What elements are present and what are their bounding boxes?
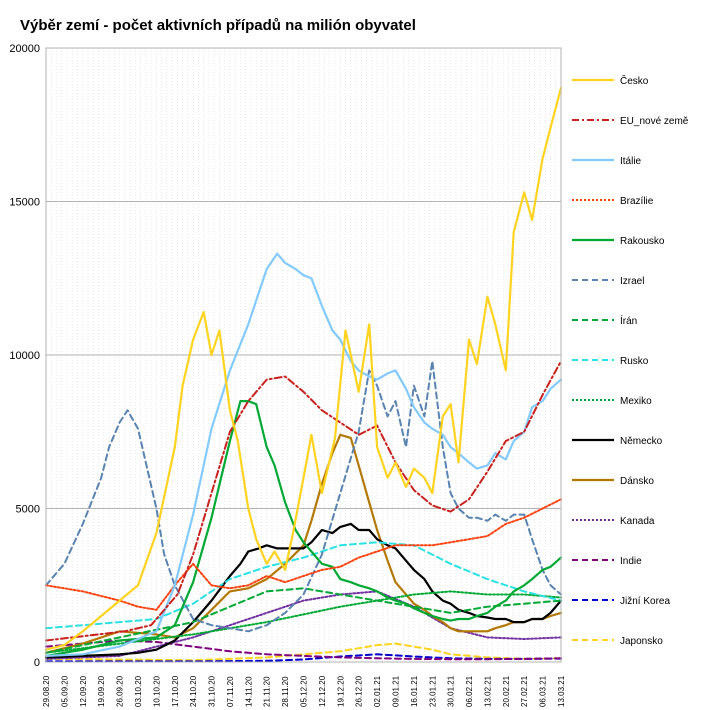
series-line-ji-n-korea xyxy=(45,653,562,663)
x-axis: 29.08.20 05.09.20 12.09.20 19.09.20 26.09.20… xyxy=(42,675,566,707)
y-tick-label: 10000 xyxy=(9,350,40,362)
legend-label: Česko xyxy=(620,74,649,87)
x-tick-label: 16.01.21 xyxy=(410,675,419,707)
y-tick-label: 5000 xyxy=(16,504,40,516)
x-tick-label: 21.11.20 xyxy=(263,676,272,707)
x-tick-label: 30.01.21 xyxy=(447,675,456,707)
x-tick-label: 07.11.20 xyxy=(226,676,235,707)
y-tick-label: 15000 xyxy=(9,197,40,209)
x-tick-label: 29.08.20 xyxy=(42,675,51,707)
series-line-eu-nov-zem- xyxy=(45,360,562,642)
series-line-braz-lie xyxy=(45,498,562,611)
x-tick-label: 10.10.20 xyxy=(152,675,161,707)
series-line--esko xyxy=(44,86,563,651)
y-axis: 0 5000 10000 15000 20000 xyxy=(9,43,40,669)
x-tick-label: 13.03.21 xyxy=(557,675,566,707)
x-tick-label: 06.02.21 xyxy=(465,675,474,707)
series-line-izrael xyxy=(45,360,562,633)
legend-label: Mexiko xyxy=(620,396,652,407)
x-tick-label: 05.09.20 xyxy=(60,675,69,707)
series-line-n-mecko xyxy=(44,522,563,659)
legend: Česko EU_nové země Itálie Brazílie Rakousko I… xyxy=(572,74,689,647)
legend-label: Japonsko xyxy=(620,636,663,647)
x-tick-label: 13.02.21 xyxy=(483,675,492,707)
series-line-rakousko xyxy=(44,400,563,658)
legend-label: Rusko xyxy=(620,356,649,367)
x-tick-label: 26.12.20 xyxy=(355,675,364,707)
x-tick-label: 03.10.20 xyxy=(134,675,143,707)
x-tick-label: 31.10.20 xyxy=(208,675,217,707)
x-tick-label: 23.01.21 xyxy=(428,675,437,707)
series-lines xyxy=(44,86,563,663)
x-tick-label: 14.11.20 xyxy=(244,676,253,707)
x-tick-label: 27.02.21 xyxy=(520,675,529,707)
x-tick-label: 06.03.21 xyxy=(539,675,548,707)
legend-label: Brazílie xyxy=(620,196,654,207)
legend-label: Kanada xyxy=(620,516,655,527)
x-tick-label: 20.02.21 xyxy=(502,675,511,707)
legend-label: Itálie xyxy=(620,156,642,167)
series-line--r-n xyxy=(45,587,562,654)
x-tick-label: 12.12.20 xyxy=(318,675,327,707)
x-tick-label: 24.10.20 xyxy=(189,675,198,707)
grid xyxy=(46,47,561,663)
y-tick-label: 0 xyxy=(34,657,40,669)
series-line-d-nsko xyxy=(44,433,563,654)
legend-label: EU_nové země xyxy=(620,116,689,127)
x-tick-label: 02.01.21 xyxy=(373,675,382,707)
x-tick-label: 05.12.20 xyxy=(300,675,309,707)
y-tick-label: 20000 xyxy=(9,43,40,55)
x-tick-label: 12.09.20 xyxy=(79,675,88,707)
legend-label: Rakousko xyxy=(620,236,665,247)
series-line-rusko xyxy=(45,541,562,630)
legend-label: Dánsko xyxy=(620,476,654,487)
legend-label: Jižní Korea xyxy=(620,596,670,607)
x-tick-label: 19.09.20 xyxy=(97,675,106,707)
x-tick-label: 19.12.20 xyxy=(336,675,345,707)
series-line-japonsko xyxy=(45,642,562,662)
legend-label: Německo xyxy=(620,436,663,447)
x-tick-label: 17.10.20 xyxy=(171,675,180,707)
chart-title: Výběr zemí - počet aktivních případů na … xyxy=(20,17,416,34)
x-tick-label: 26.09.20 xyxy=(116,675,125,707)
legend-label: Indie xyxy=(620,556,642,567)
plot-frame xyxy=(45,47,562,663)
legend-label: Írán xyxy=(620,314,637,327)
x-tick-label: 28.11.20 xyxy=(281,676,290,707)
legend-label: Izrael xyxy=(620,276,644,287)
x-tick-label: 09.01.21 xyxy=(391,675,400,707)
